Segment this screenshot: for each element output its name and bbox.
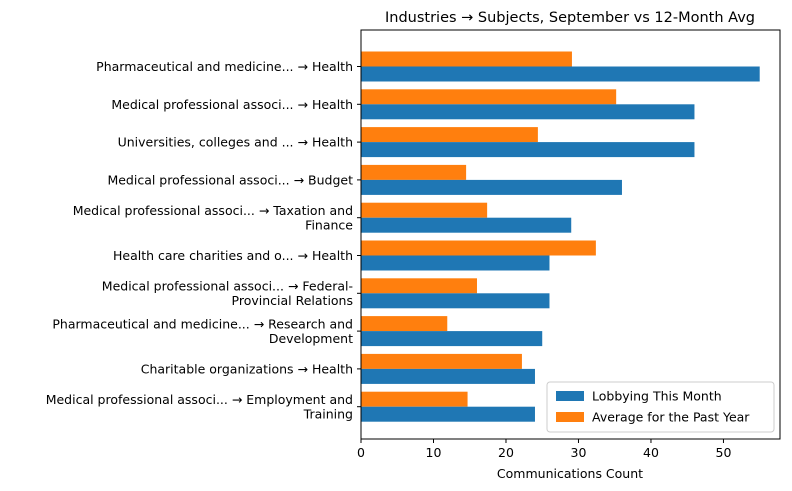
x-axis-title: Communications Count (497, 466, 643, 481)
y-tick-label: Training (303, 407, 353, 422)
y-tick-label: Medical professional associ... → Federal… (102, 279, 353, 294)
y-tick-label: Medical professional associ... → Budget (107, 172, 353, 187)
bar-average-past-year (361, 391, 468, 407)
bar-lobbying-this-month (361, 368, 535, 384)
y-tick-label: Medical professional associ... → Health (111, 97, 353, 112)
y-tick-label: Finance (305, 218, 353, 233)
bar-average-past-year (361, 316, 448, 332)
x-tick-label: 40 (643, 445, 659, 460)
legend-swatch (556, 412, 584, 422)
y-tick-label: Pharmaceutical and medicine... → Health (96, 59, 353, 74)
legend-swatch (556, 391, 584, 401)
bar-average-past-year (361, 51, 572, 67)
bar-lobbying-this-month (361, 142, 695, 158)
x-axis: 0 10 20 30 40 50 (357, 439, 731, 460)
legend-box (546, 381, 775, 433)
legend: Lobbying This Month Average for the Past … (546, 381, 775, 433)
bar-lobbying-this-month (361, 255, 550, 271)
bar-lobbying-this-month (361, 179, 622, 195)
bars-layer (361, 51, 760, 422)
y-tick-label: Medical professional associ... → Employm… (46, 392, 353, 407)
bar-average-past-year (361, 353, 522, 369)
bar-lobbying-this-month (361, 104, 695, 120)
bar-lobbying-this-month (361, 66, 760, 82)
x-tick-label: 30 (571, 445, 587, 460)
bar-average-past-year (361, 89, 617, 105)
y-tick-label: Universities, colleges and ... → Health (118, 135, 353, 150)
y-axis: Pharmaceutical and medicine... → Health M… (46, 59, 361, 422)
bar-lobbying-this-month (361, 217, 572, 233)
bar-lobbying-this-month (361, 406, 535, 422)
y-tick-label: Medical professional associ... → Taxatio… (73, 203, 353, 218)
y-tick-label: Charitable organizations → Health (141, 361, 353, 376)
bar-lobbying-this-month (361, 293, 550, 309)
legend-label: Average for the Past Year (592, 410, 750, 425)
y-tick-label: Health care charities and o... → Health (113, 248, 353, 263)
x-tick-label: 0 (357, 445, 365, 460)
x-tick-label: 20 (498, 445, 514, 460)
y-tick-label: Provincial Relations (232, 293, 353, 308)
x-tick-label: 10 (426, 445, 442, 460)
y-tick-label: Pharmaceutical and medicine... → Researc… (52, 316, 353, 331)
legend-label: Lobbying This Month (592, 389, 722, 404)
x-tick-label: 50 (716, 445, 732, 460)
bar-average-past-year (361, 164, 467, 180)
bar-average-past-year (361, 240, 596, 256)
bar-average-past-year (361, 202, 488, 218)
chart-title: Industries → Subjects, September vs 12-M… (385, 10, 755, 26)
bar-lobbying-this-month (361, 331, 543, 347)
plot-frame (360, 29, 781, 440)
bar-average-past-year (361, 127, 538, 143)
bar-average-past-year (361, 278, 477, 294)
y-tick-label: Development (269, 331, 353, 346)
